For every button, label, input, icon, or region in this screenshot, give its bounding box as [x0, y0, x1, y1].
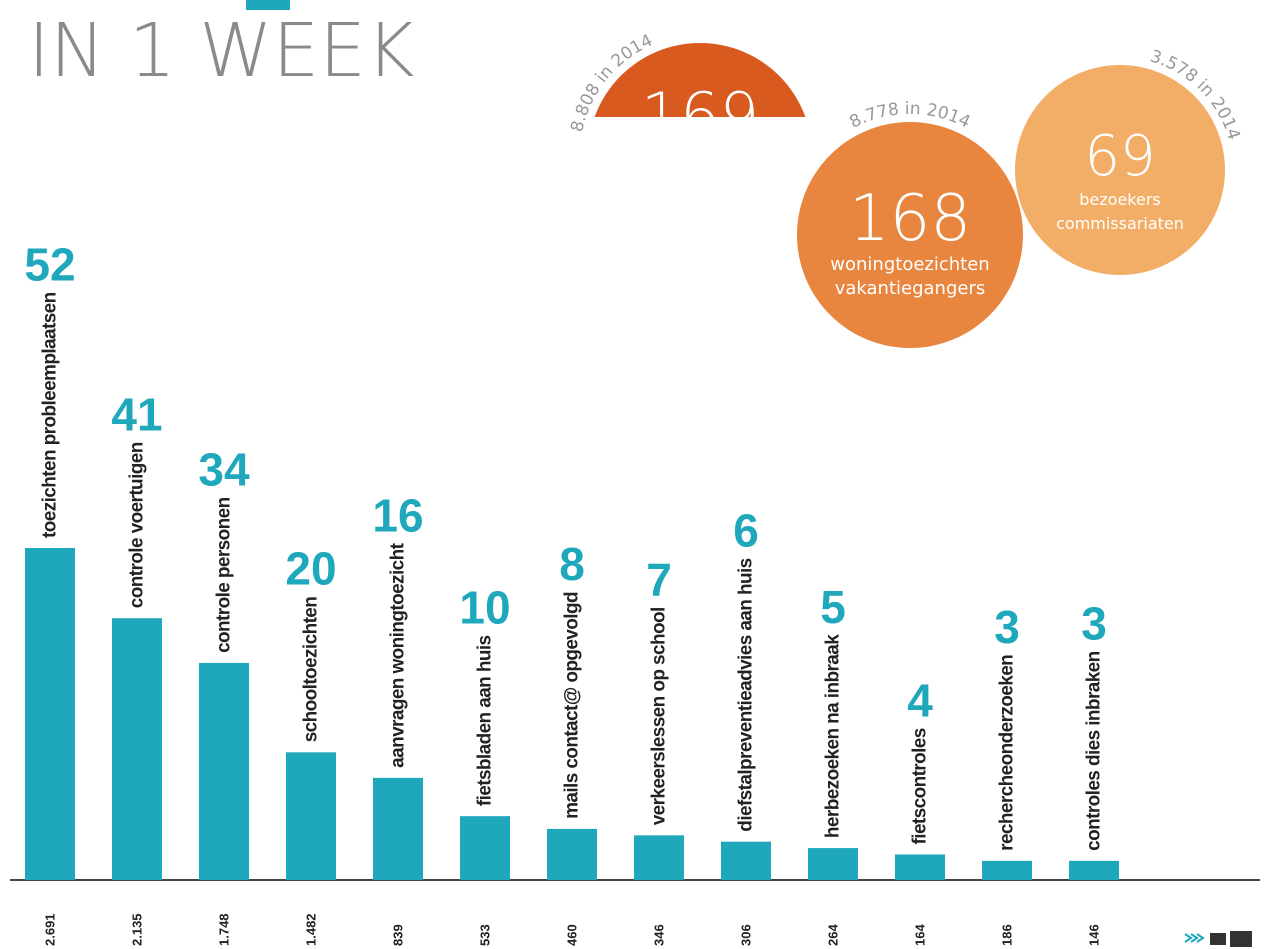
highlight-circle [797, 122, 1023, 348]
total-label: 264 [826, 924, 841, 946]
category-label: controle voertuigen [127, 442, 148, 608]
bar [373, 777, 423, 880]
total-label: 146 [1087, 924, 1102, 946]
total-label: 2.135 [130, 913, 145, 946]
total-label: 306 [739, 924, 754, 946]
category-label: controles dies inbraken [1084, 651, 1105, 851]
chart-title: IN 1 WEEK [28, 8, 415, 94]
value-label: 3 [994, 601, 1020, 653]
title-fragment [246, 0, 290, 10]
bar [286, 752, 336, 880]
bar [460, 816, 510, 880]
highlight-text: woningtoezichten [830, 254, 989, 275]
bar [895, 854, 945, 880]
total-label: 533 [478, 924, 493, 946]
value-label: 41 [111, 388, 162, 440]
value-label: 7 [646, 553, 672, 605]
bar [634, 835, 684, 880]
category-label: mails contact@ opgevolgd [562, 592, 583, 819]
value-label: 34 [198, 443, 250, 495]
value-label: 8 [559, 538, 585, 590]
category-label: herbezoeken na inbraak [823, 634, 844, 838]
value-label: 52 [24, 238, 75, 290]
category-label: verkeerslessen op school [649, 607, 670, 825]
bar [112, 618, 162, 880]
category-label: diefstalpreventieadvies aan huis [736, 558, 757, 831]
highlight-text: commissariaten [1056, 214, 1184, 233]
highlight-value: 169 [641, 79, 759, 152]
value-label: 3 [1081, 597, 1107, 649]
value-label: 20 [285, 543, 336, 595]
category-label: fietsbladen aan huis [475, 635, 496, 806]
category-label: schooltoezichten [301, 597, 322, 743]
bar [1069, 860, 1119, 880]
highlight-circle [594, 43, 806, 117]
highlight-circle [1015, 65, 1225, 275]
total-label: 164 [913, 924, 928, 946]
highlight-text: bezoekers [1079, 190, 1160, 209]
highlight: 169 [594, 43, 806, 152]
value-label: 4 [907, 674, 933, 726]
category-label: rechercheonderzoeken [997, 655, 1018, 851]
bar [982, 860, 1032, 880]
category-label: aanvragen woningtoezicht [388, 542, 409, 767]
bar [25, 548, 75, 880]
value-label: 16 [372, 490, 423, 542]
highlight-value: 168 [849, 182, 971, 256]
bar [721, 841, 771, 880]
total-label: 1.482 [304, 913, 319, 946]
bar [547, 828, 597, 880]
category-label: fietscontroles [910, 728, 931, 844]
bar [808, 848, 858, 880]
logo [1184, 931, 1252, 947]
total-label: 1.748 [217, 913, 232, 946]
total-label: 460 [565, 924, 580, 946]
total-label: 839 [391, 924, 406, 946]
highlight-value: 69 [1084, 124, 1155, 189]
category-label: toezichten probleemplaatsen [40, 292, 61, 538]
total-label: 186 [1000, 924, 1015, 946]
value-label: 6 [733, 504, 759, 556]
total-label: 2.691 [43, 913, 58, 946]
value-label: 5 [820, 581, 846, 633]
value-label: 10 [459, 581, 510, 633]
bar [199, 662, 249, 880]
category-label: controle personen [214, 497, 235, 653]
total-label: 346 [652, 924, 667, 946]
highlight-text: vakantiegangers [835, 278, 986, 299]
